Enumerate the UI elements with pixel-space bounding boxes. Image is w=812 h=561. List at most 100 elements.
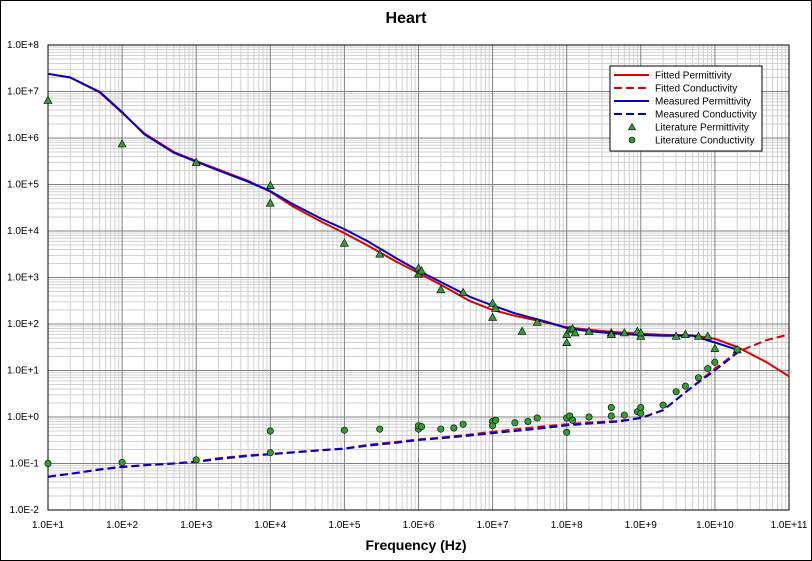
- literature-conductivity-point: [533, 414, 541, 422]
- legend: Fitted Permittivity Fitted Conductivity Me…: [609, 65, 763, 152]
- literature-conductivity-point: [563, 428, 571, 436]
- literature-conductivity-point: [492, 416, 500, 424]
- y-tick-label: 1.0E+3: [7, 273, 39, 284]
- literature-permittivity-point: [703, 331, 713, 340]
- plot-area: [47, 44, 790, 511]
- x-tick-label: 1.0E+6: [403, 520, 435, 531]
- literature-permittivity-point: [375, 249, 385, 258]
- literature-permittivity-point: [671, 331, 681, 340]
- literature-conductivity-markers: [44, 346, 741, 467]
- literature-permittivity-point: [117, 139, 127, 148]
- legend-swatch-literature-permittivity: [627, 122, 637, 131]
- y-tick-label: 1.0E+0: [7, 412, 39, 423]
- literature-permittivity-point: [710, 343, 720, 352]
- literature-conductivity-point: [637, 409, 645, 417]
- y-tick-label: 1.0E+4: [7, 226, 39, 237]
- literature-conductivity-point: [704, 365, 712, 373]
- literature-permittivity-point: [517, 326, 527, 335]
- x-tick-label: 1.0E+10: [696, 520, 734, 531]
- literature-permittivity-point: [562, 337, 572, 347]
- y-tick-label: 1.0E+2: [7, 319, 39, 330]
- series-layer: [43, 72, 790, 478]
- literature-conductivity-point: [620, 411, 628, 419]
- literature-conductivity-point: [672, 388, 680, 396]
- legend-box: [609, 65, 763, 152]
- literature-conductivity-point: [44, 459, 52, 467]
- literature-permittivity-point: [265, 198, 275, 207]
- x-tick-label: 1.0E+5: [328, 520, 360, 531]
- legend-label-measured-permittivity: Measured Permittivity: [655, 97, 751, 108]
- literature-conductivity-point: [569, 416, 577, 424]
- y-tick-label: 1.0E+8: [7, 40, 39, 51]
- y-tick-label: 1.0E+5: [7, 180, 39, 191]
- literature-permittivity-point: [619, 328, 629, 337]
- literature-permittivity-point: [680, 329, 690, 338]
- literature-conductivity-point: [511, 419, 519, 427]
- legend-label-fitted-conductivity: Fitted Conductivity: [655, 84, 737, 95]
- x-tick-label: 1.0E+9: [625, 520, 657, 531]
- literature-conductivity-point: [266, 427, 274, 435]
- literature-permittivity-point: [491, 303, 501, 312]
- literature-conductivity-point: [376, 425, 384, 433]
- x-axis-ticks: 1.0E+1 1.0E+2 1.0E+3 1.0E+4 1.0E+5 1.0E+6 1.0E…: [32, 520, 808, 531]
- literature-conductivity-point: [585, 413, 593, 421]
- y-tick-label: 1.0E+7: [7, 87, 39, 98]
- literature-permittivity-point: [636, 328, 646, 337]
- chart-title: Heart: [386, 10, 428, 27]
- y-tick-label: 1.0E+1: [7, 366, 39, 377]
- literature-conductivity-point: [450, 424, 458, 432]
- literature-permittivity-markers: [43, 95, 742, 354]
- x-tick-label: 1.0E+4: [254, 520, 286, 531]
- y-tick-label: 1.0E-1: [10, 459, 40, 470]
- literature-permittivity-point: [43, 95, 53, 104]
- x-tick-label: 1.0E+3: [180, 520, 212, 531]
- x-tick-label: 1.0E+7: [477, 520, 509, 531]
- literature-conductivity-point: [118, 459, 126, 467]
- x-tick-label: 1.0E+2: [106, 520, 138, 531]
- legend-swatch-literature-conductivity: [628, 136, 636, 144]
- literature-permittivity-point: [584, 326, 594, 335]
- literature-permittivity-point: [488, 312, 498, 321]
- legend-label-literature-permittivity: Literature Permittivity: [655, 123, 749, 134]
- literature-conductivity-point: [266, 449, 274, 457]
- literature-conductivity-point: [340, 426, 348, 434]
- literature-permittivity-point: [458, 287, 468, 296]
- literature-conductivity-point: [733, 346, 741, 354]
- literature-permittivity-point: [606, 329, 616, 338]
- literature-conductivity-point: [437, 425, 445, 433]
- literature-permittivity-point: [417, 266, 427, 275]
- y-tick-label: 1.0E-2: [10, 505, 40, 516]
- legend-label-fitted-permittivity: Fitted Permittivity: [655, 71, 732, 82]
- literature-conductivity-point: [659, 401, 667, 409]
- literature-conductivity-point: [607, 404, 615, 412]
- literature-conductivity-point: [637, 404, 645, 412]
- literature-conductivity-point: [524, 418, 532, 426]
- legend-label-literature-conductivity: Literature Conductivity: [655, 136, 755, 147]
- literature-permittivity-point: [488, 298, 498, 307]
- literature-permittivity-point: [436, 284, 446, 294]
- measured-conductivity-line: [47, 352, 738, 478]
- x-tick-label: 1.0E+11: [771, 520, 808, 531]
- literature-permittivity-point: [570, 328, 580, 337]
- y-tick-label: 1.0E+6: [7, 133, 39, 144]
- literature-conductivity-point: [418, 423, 426, 431]
- legend-label-measured-conductivity: Measured Conductivity: [655, 110, 757, 121]
- literature-permittivity-point: [532, 317, 542, 326]
- literature-conductivity-point: [694, 374, 702, 382]
- literature-permittivity-point: [339, 238, 349, 247]
- y-axis-ticks: 1.0E-2 1.0E-1 1.0E+0 1.0E+1 1.0E+2 1.0E+3 1.0E…: [7, 40, 39, 516]
- literature-permittivity-point: [693, 331, 703, 340]
- x-axis-label: Frequency (Hz): [365, 537, 466, 553]
- literature-conductivity-point: [192, 456, 200, 464]
- literature-permittivity-point: [562, 329, 572, 338]
- literature-conductivity-point: [681, 382, 689, 390]
- x-tick-label: 1.0E+1: [32, 520, 64, 531]
- literature-conductivity-point: [459, 420, 467, 428]
- literature-conductivity-point: [489, 422, 497, 430]
- literature-permittivity-point: [265, 180, 275, 190]
- literature-conductivity-point: [711, 358, 719, 366]
- literature-conductivity-point: [607, 412, 615, 420]
- literature-permittivity-point: [191, 157, 201, 166]
